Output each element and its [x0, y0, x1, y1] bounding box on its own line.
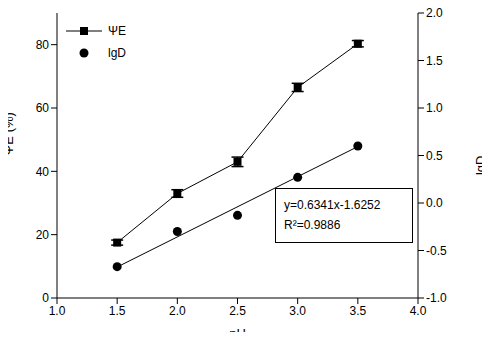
svg-text:ΨE (%): ΨE (%)	[8, 112, 16, 155]
svg-text:3.5: 3.5	[349, 304, 366, 318]
svg-text:2.0: 2.0	[426, 8, 443, 20]
html-text:ΨE: ΨE	[108, 24, 126, 38]
svg-text:1.5: 1.5	[426, 54, 443, 68]
html-text:R²=0.9886: R²=0.9886	[284, 218, 341, 232]
svg-text:1.0: 1.0	[49, 304, 66, 318]
html-text:y=0.6341x-1.6252: y=0.6341x-1.6252	[284, 198, 381, 212]
svg-text:0: 0	[42, 291, 49, 305]
svg-text:60: 60	[36, 101, 50, 115]
svg-text:20: 20	[36, 228, 50, 242]
svg-text:1.0: 1.0	[426, 101, 443, 115]
svg-text:2.5: 2.5	[229, 304, 246, 318]
html-text:lgD: lgD	[108, 46, 126, 60]
svg-text:1.5: 1.5	[109, 304, 126, 318]
svg-text:-0.5: -0.5	[426, 244, 447, 258]
svg-text:0.0: 0.0	[426, 196, 443, 210]
svg-text:0.5: 0.5	[426, 149, 443, 163]
svg-text:4.0: 4.0	[410, 304, 427, 318]
svg-text:2.0: 2.0	[169, 304, 186, 318]
svg-text:lgD: lgD	[473, 156, 482, 176]
svg-text:-1.0: -1.0	[426, 291, 447, 305]
svg-text:40: 40	[36, 165, 50, 179]
svg-text:pH: pH	[229, 326, 246, 332]
svg-text:3.0: 3.0	[289, 304, 306, 318]
svg-text:80: 80	[36, 38, 50, 52]
